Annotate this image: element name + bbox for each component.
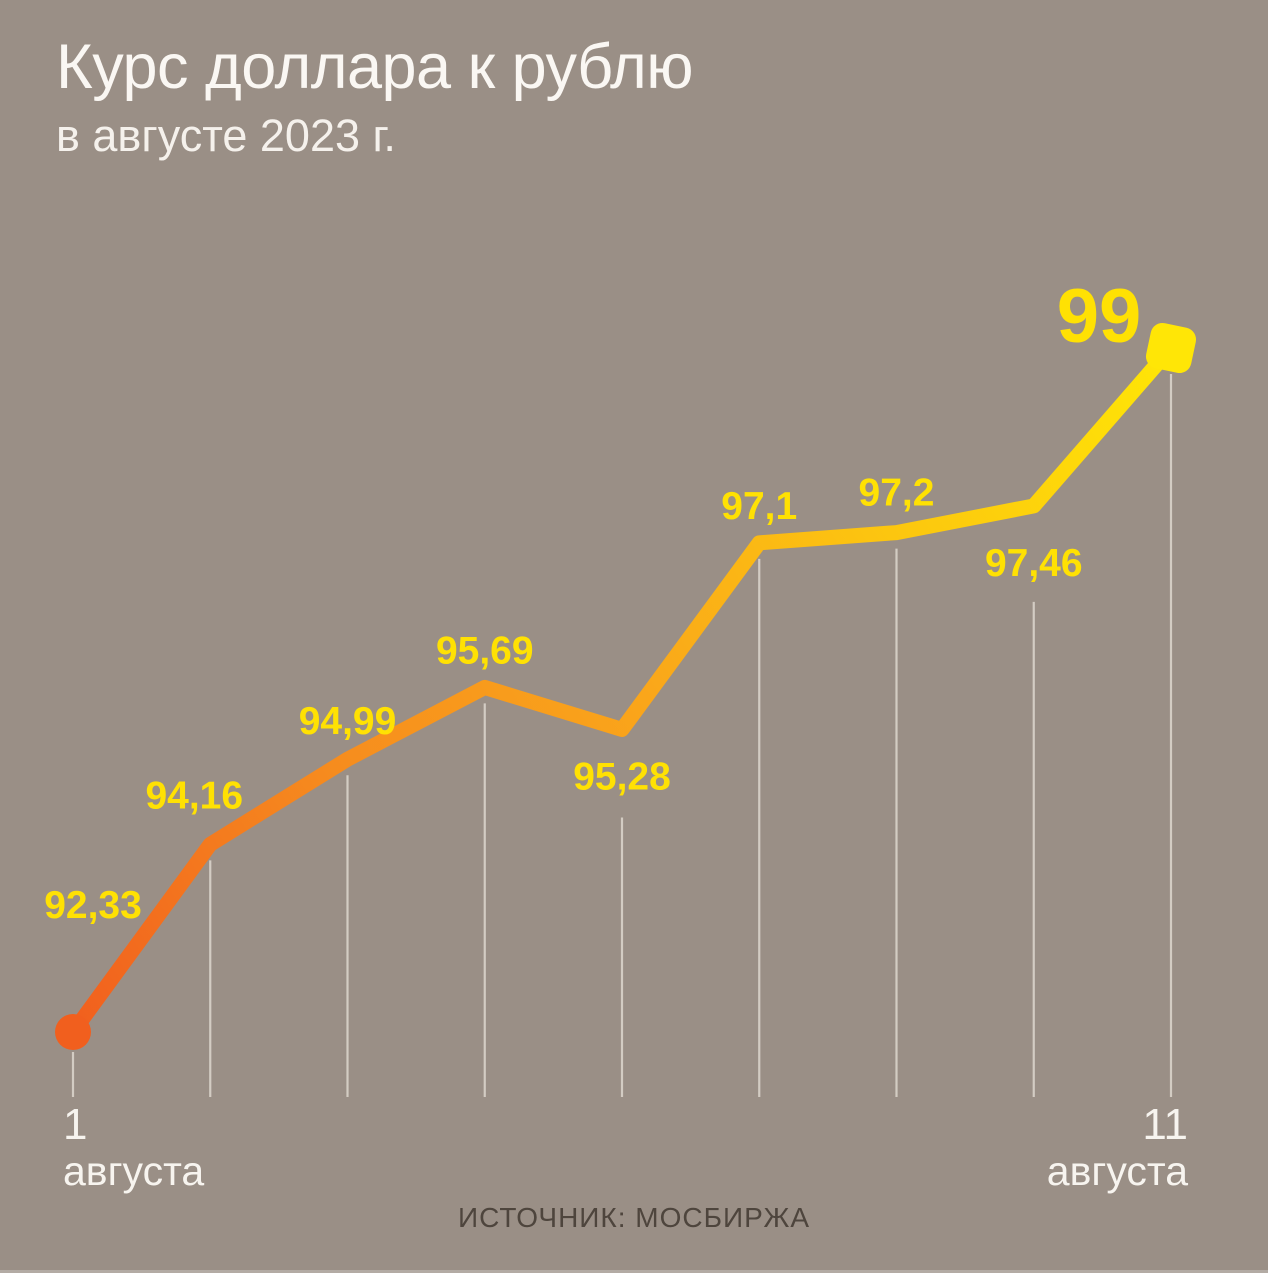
x-axis-end-month: августа [1046, 1148, 1188, 1195]
x-axis-start-month: августа [63, 1148, 205, 1195]
data-point-label: 92,33 [44, 884, 142, 927]
rate-line [65, 340, 1179, 1040]
data-point-label: 94,16 [145, 774, 243, 817]
marker-layer [55, 322, 1197, 1050]
start-point-marker [55, 1014, 91, 1050]
data-point-label: 97,2 [859, 472, 935, 515]
chart-title: Курс доллара к рублю [56, 32, 693, 102]
x-axis-start-day: 1 [63, 1100, 88, 1149]
x-axis-label-start: 1 августа [63, 1100, 204, 1195]
header: Курс доллара к рублю в августе 2023 г. [56, 34, 693, 162]
x-axis-end-day: 11 [1142, 1100, 1188, 1149]
x-axis-label-end: 11 августа [1047, 1100, 1188, 1195]
drop-lines-group [71, 374, 1173, 1097]
source-caption: ИСТОЧНИК: МОСБИРЖА [457, 1202, 811, 1233]
end-point-marker [1145, 322, 1197, 374]
data-point-label: 95,28 [573, 755, 671, 798]
data-point-label: 97,46 [985, 542, 1083, 585]
data-point-label: 99 [1057, 274, 1142, 359]
data-point-label: 95,69 [436, 629, 534, 672]
data-point-label: 97,1 [721, 485, 797, 528]
data-point-label: 94,99 [299, 700, 397, 743]
value-labels-group: 92,33 94,16 94,99 95,69 95,28 97,1 97,2 97,46 99 [44, 274, 1141, 927]
line-layer [65, 340, 1179, 1040]
chart-subtitle: в августе 2023 г. [56, 110, 396, 162]
